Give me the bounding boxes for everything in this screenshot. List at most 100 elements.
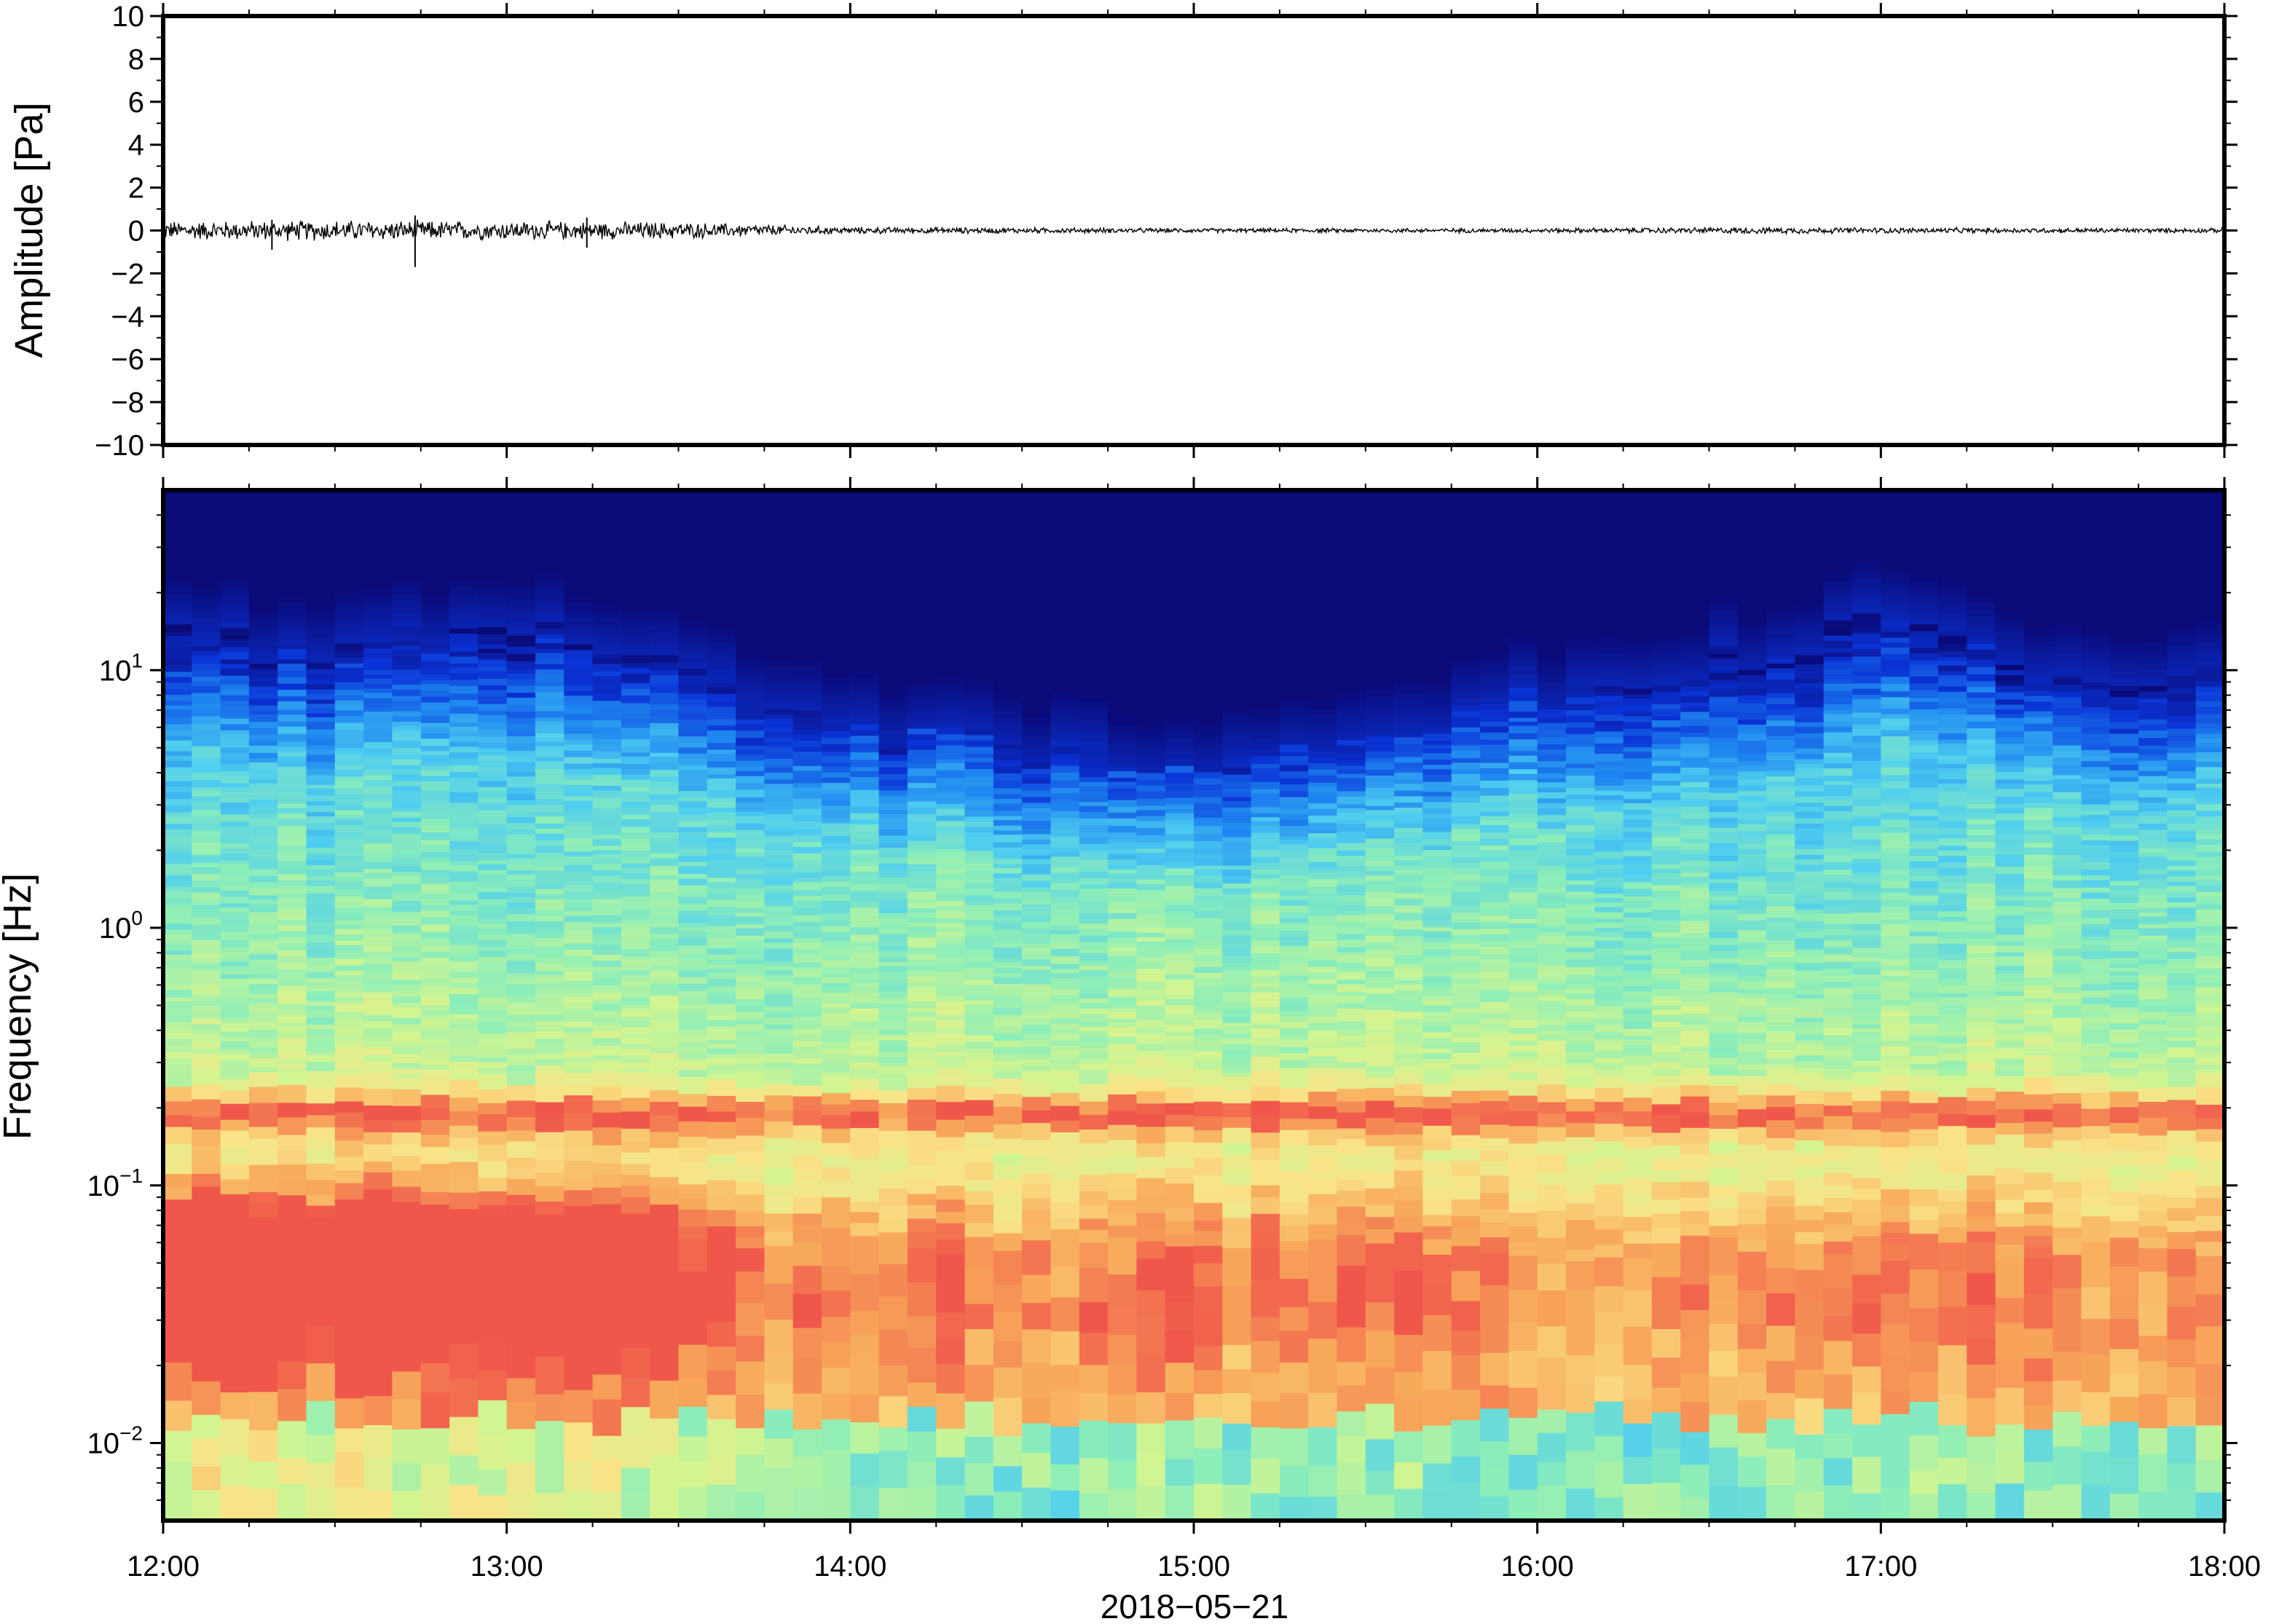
spectrogram-cell	[1022, 748, 1052, 756]
spectrogram-cell	[936, 508, 966, 516]
spectrogram-cell	[1050, 779, 1080, 788]
spectrogram-cell	[592, 628, 622, 633]
spectrogram-cell	[822, 1002, 851, 1009]
spectrogram-cell	[363, 528, 393, 534]
spectrogram-cell	[678, 937, 708, 946]
spectrogram-cell	[822, 591, 851, 599]
spectrogram-cell	[907, 1076, 937, 1089]
spectrogram-cell	[1136, 1240, 1166, 1259]
spectrogram-cell	[764, 789, 794, 797]
spectrogram-cell	[506, 858, 536, 864]
spectrogram-cell	[449, 925, 479, 933]
spectrogram-cell	[564, 553, 594, 558]
spectrogram-cell	[621, 1020, 651, 1028]
spectrogram-cell	[1079, 612, 1109, 619]
spectrogram-cell	[220, 520, 250, 527]
spectrogram-cell	[478, 927, 508, 935]
spectrogram-cell	[1222, 854, 1252, 859]
spectrogram-cell	[1136, 679, 1166, 685]
spectrogram-cell	[736, 835, 765, 843]
spectrogram-cell	[535, 1117, 565, 1132]
spectrogram-cell	[420, 594, 451, 600]
spectrogram-cell	[1050, 933, 1080, 940]
spectrogram-cell	[650, 624, 680, 633]
spectrogram-cell	[334, 1002, 365, 1008]
spectrogram-cell	[993, 738, 1023, 745]
spectrogram-cell	[163, 1199, 193, 1216]
spectrogram-cell	[1194, 947, 1224, 955]
spectrogram-cell	[506, 519, 536, 526]
spectrogram-cell	[1079, 642, 1109, 648]
spectrogram-cell	[248, 993, 279, 998]
spectrogram-cell	[592, 616, 622, 625]
spectrogram-cell	[334, 1006, 365, 1012]
spectrogram-cell	[278, 569, 307, 577]
spectrogram-cell	[1050, 620, 1080, 627]
spectrogram-cell	[306, 563, 336, 572]
spectrogram-cell	[707, 527, 737, 535]
spectrogram-cell	[936, 674, 966, 682]
spectrogram-cell	[850, 643, 880, 650]
spectrogram-cell	[1022, 638, 1052, 646]
spectrogram-cell	[736, 554, 765, 560]
spectrogram-cell	[1251, 953, 1280, 958]
spectrogram-cell	[1222, 508, 1252, 513]
spectrogram-cell	[964, 870, 994, 878]
spectrogram-cell	[163, 954, 193, 961]
spectrogram-cell	[1279, 895, 1310, 901]
spectrogram-cell	[192, 1161, 221, 1174]
spectrogram-cell	[449, 663, 479, 668]
spectrogram-cell	[1194, 803, 1224, 811]
spectrogram-cell	[1079, 998, 1109, 1003]
spectrogram-cell	[1194, 1033, 1224, 1041]
spectrogram-cell	[1050, 553, 1080, 560]
spectrogram-cell	[1279, 582, 1310, 588]
spectrogram-cell	[621, 543, 651, 550]
spectrogram-cell	[1165, 1073, 1194, 1088]
spectrogram-cell	[1251, 1147, 1280, 1161]
spectrogram-cell	[363, 819, 393, 826]
spectrogram-cell	[1108, 792, 1138, 800]
spectrogram-cell	[764, 961, 794, 966]
spectrogram-cell	[363, 728, 393, 736]
spectrogram-cell	[478, 961, 508, 969]
spectrogram-cell	[850, 977, 880, 983]
spectrogram-cell	[621, 702, 651, 711]
spectrogram-cell	[449, 553, 479, 560]
spectrogram-cell	[964, 753, 994, 758]
spectrogram-cell	[822, 762, 851, 767]
spectrogram-cell	[878, 950, 908, 958]
spectrogram-cell	[907, 612, 937, 617]
spectrogram-cell	[964, 717, 994, 724]
spectrogram-cell	[993, 766, 1023, 773]
spectrogram-cell	[678, 592, 708, 600]
spectrogram-cell	[363, 911, 393, 917]
spectrogram-cell	[220, 884, 250, 891]
spectrogram-cell	[564, 1459, 594, 1491]
spectrogram-cell	[678, 1271, 708, 1307]
spectrogram-cell	[936, 918, 966, 923]
spectrogram-cell	[334, 1073, 365, 1088]
spectrogram-cell	[1194, 502, 1224, 510]
spectrogram-cell	[478, 923, 508, 929]
spectrogram-cell	[936, 979, 966, 986]
spectrogram-cell	[936, 752, 966, 760]
spectrogram-cell	[1050, 1229, 1080, 1266]
spectrogram-cell	[678, 1058, 708, 1064]
spectrogram-cell	[363, 978, 393, 986]
spectrogram-cell	[621, 941, 651, 950]
spectrogram-cell	[792, 1028, 822, 1035]
spectrogram-cell	[878, 883, 908, 891]
spectrogram-cell	[993, 710, 1023, 718]
spectrogram-cell	[1222, 773, 1252, 782]
spectrogram-cell	[449, 982, 479, 989]
spectrogram-cell	[1136, 513, 1166, 518]
spectrogram-cell	[1079, 669, 1109, 677]
spectrogram-cell	[1279, 883, 1310, 890]
spectrogram-cell	[334, 1028, 365, 1036]
spectrogram-cell	[678, 1136, 708, 1148]
spectrogram-cell	[564, 685, 594, 691]
spectrogram-cell	[936, 605, 966, 612]
spectrogram-cell	[220, 508, 250, 517]
spectrogram-cell	[850, 568, 880, 575]
